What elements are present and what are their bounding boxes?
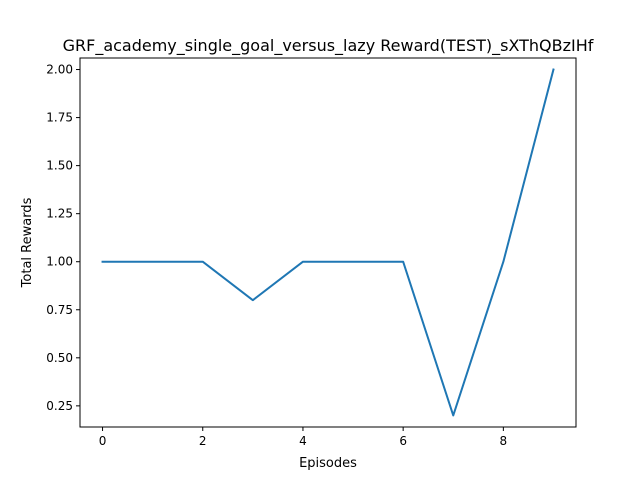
y-axis: 0.25 0.50 0.75 1.00 1.25 1.50 1.75 2.00	[46, 63, 80, 413]
x-tick-label: 2	[199, 434, 207, 448]
x-tick-label: 8	[500, 434, 508, 448]
x-axis: 0 2 4 6 8	[99, 427, 507, 448]
y-tick-label: 1.25	[46, 207, 73, 221]
x-axis-label: Episodes	[299, 456, 357, 471]
y-tick-label: 1.00	[46, 255, 73, 269]
y-tick-label: 1.75	[46, 111, 73, 125]
y-tick-label: 1.50	[46, 159, 73, 173]
plot-frame	[79, 57, 577, 428]
y-tick-label: 0.50	[46, 351, 73, 365]
chart-title: GRF_academy_single_goal_versus_lazy Rewa…	[63, 36, 594, 56]
x-tick-label: 0	[99, 434, 107, 448]
y-tick-label: 2.00	[46, 63, 73, 77]
plot-area: 0 2 4 6 8 0.25 0.50 0.75 1.00 1.25 1.50 1.75 2.00	[46, 57, 577, 448]
x-tick-label: 6	[399, 434, 407, 448]
series-line	[101, 68, 555, 417]
y-tick-label: 0.75	[46, 303, 73, 317]
x-tick-label: 4	[299, 434, 307, 448]
y-tick-label: 0.25	[46, 399, 73, 413]
y-axis-label: Total Rewards	[20, 197, 35, 288]
